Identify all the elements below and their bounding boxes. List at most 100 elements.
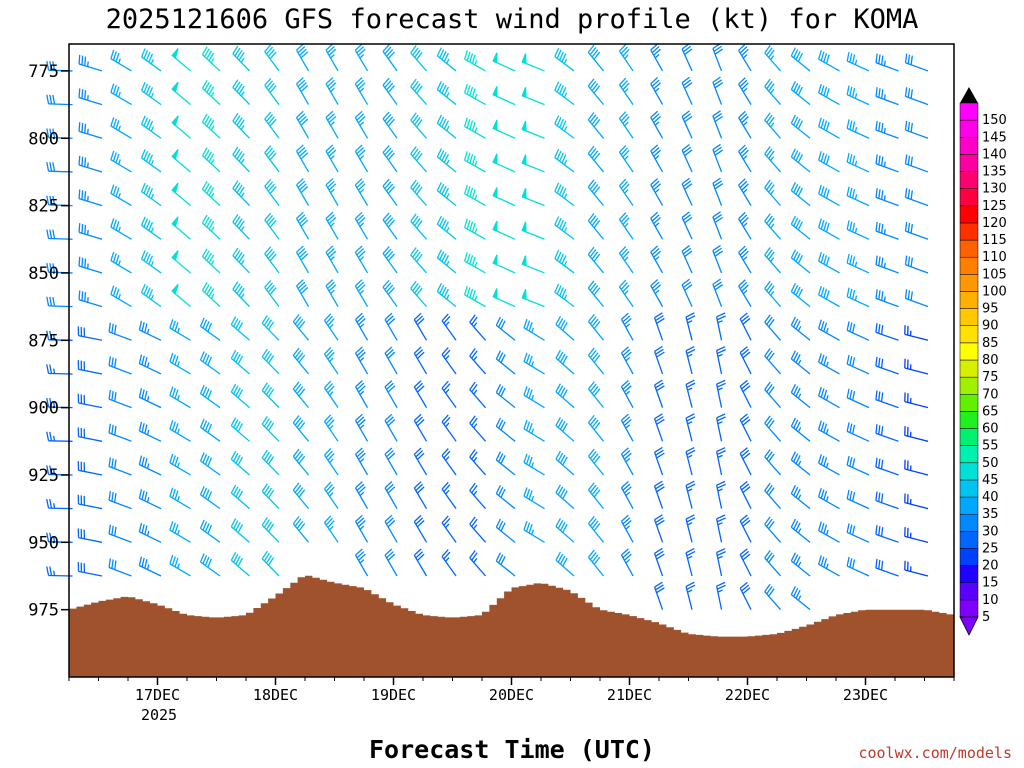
colorbar-swatch: [959, 599, 979, 618]
colorbar-label: 130: [982, 182, 1007, 197]
wind-barb: [199, 485, 221, 510]
wind-barb: [620, 413, 634, 442]
colorbar-swatch: [959, 256, 979, 275]
wind-barb: [495, 350, 516, 375]
wind-barb: [108, 322, 132, 341]
wind-barb: [201, 46, 221, 72]
wind-barb: [325, 178, 339, 206]
wind-barb: [171, 149, 191, 173]
wind-barb: [492, 288, 516, 308]
wind-barb: [618, 212, 634, 240]
wind-barb: [495, 451, 516, 476]
x-tick-label: 21DEC: [607, 686, 652, 704]
wind-barb: [875, 424, 899, 442]
wind-barb: [620, 380, 634, 408]
wind-barb: [846, 220, 870, 240]
x-tick-label: 19DEC: [371, 686, 416, 704]
wind-barb: [261, 348, 280, 375]
wind-barb: [171, 115, 191, 139]
wind-barb: [495, 417, 516, 442]
wind-barb: [382, 111, 398, 139]
wind-barb: [790, 114, 811, 139]
wind-barb: [138, 522, 162, 543]
colorbar-swatch: [959, 359, 979, 378]
y-tick-label: 825: [28, 197, 59, 217]
wind-barb: [77, 528, 103, 543]
wind-barb: [261, 517, 280, 543]
wind-barb: [171, 81, 191, 106]
wind-barb: [169, 554, 191, 577]
wind-barb: [521, 87, 545, 106]
wind-barb: [261, 550, 280, 577]
wind-barb: [323, 515, 339, 543]
wind-barb: [904, 560, 929, 577]
wind-barb: [295, 178, 310, 206]
wind-barb: [140, 48, 162, 72]
wind-barb: [382, 246, 398, 274]
colorbar-label: 45: [982, 473, 999, 488]
wind-barb: [650, 77, 664, 105]
wind-barb: [790, 350, 811, 375]
wind-barb: [413, 514, 428, 543]
wind-barb: [790, 552, 811, 577]
wind-barb: [441, 313, 457, 341]
wind-barb: [715, 346, 726, 375]
colorbar-swatch: [959, 428, 979, 446]
wind-barb: [555, 383, 575, 409]
wind-barb: [323, 481, 339, 510]
colorbar-swatch: [959, 376, 979, 395]
wind-barb: [295, 110, 310, 139]
wind-barb: [169, 319, 191, 341]
wind-barb: [354, 380, 369, 408]
wind-barb: [199, 351, 221, 375]
wind-barb: [140, 216, 162, 240]
wind-barb: [495, 552, 516, 577]
wind-barb: [523, 520, 545, 543]
x-tick-label: 20DEC: [489, 686, 534, 704]
wind-barb: [587, 549, 605, 577]
wind-barb: [469, 482, 487, 510]
wind-barb: [587, 213, 605, 240]
wind-barb: [199, 317, 221, 341]
wind-barb: [469, 516, 487, 543]
wind-barb: [325, 279, 339, 307]
wind-barb: [554, 216, 575, 240]
wind-barb: [77, 494, 103, 510]
wind-barb: [264, 178, 280, 207]
wind-barb: [384, 447, 398, 476]
wind-barb: [410, 146, 428, 173]
colorbar-label: 15: [982, 576, 999, 591]
wind-barb: [78, 223, 103, 240]
wind-barb: [712, 211, 724, 240]
wind-barb: [492, 119, 516, 139]
wind-barb: [818, 218, 840, 240]
wind-barb: [413, 548, 428, 577]
y-tick-label: 875: [28, 331, 59, 351]
colorbar-label: 30: [982, 524, 999, 539]
wind-barb: [199, 384, 221, 409]
wind-barb: [436, 148, 457, 173]
wind-barb: [295, 245, 310, 274]
wind-barb: [904, 120, 929, 139]
wind-barb: [464, 285, 486, 308]
wind-barb: [620, 548, 634, 577]
wind-barb: [110, 184, 132, 207]
wind-barb: [410, 45, 428, 72]
x-axis-label: Forecast Time (UTC): [369, 735, 655, 764]
colorbar-swatch: [959, 137, 979, 155]
wind-barb: [875, 154, 899, 173]
wind-barb: [818, 319, 840, 341]
wind-barb: [587, 516, 605, 543]
wind-barb: [171, 283, 191, 308]
wind-barb: [521, 154, 545, 173]
wind-barb: [712, 177, 724, 206]
wind-barb: [199, 553, 221, 577]
wind-barb: [436, 81, 457, 106]
wind-barb: [875, 87, 899, 106]
wind-barb: [738, 245, 752, 274]
terrain-surface: [69, 575, 954, 677]
wind-barb: [764, 381, 782, 409]
credit-text: coolwx.com/models: [858, 744, 1012, 762]
wind-barb: [354, 144, 369, 173]
wind-barb: [323, 346, 339, 375]
